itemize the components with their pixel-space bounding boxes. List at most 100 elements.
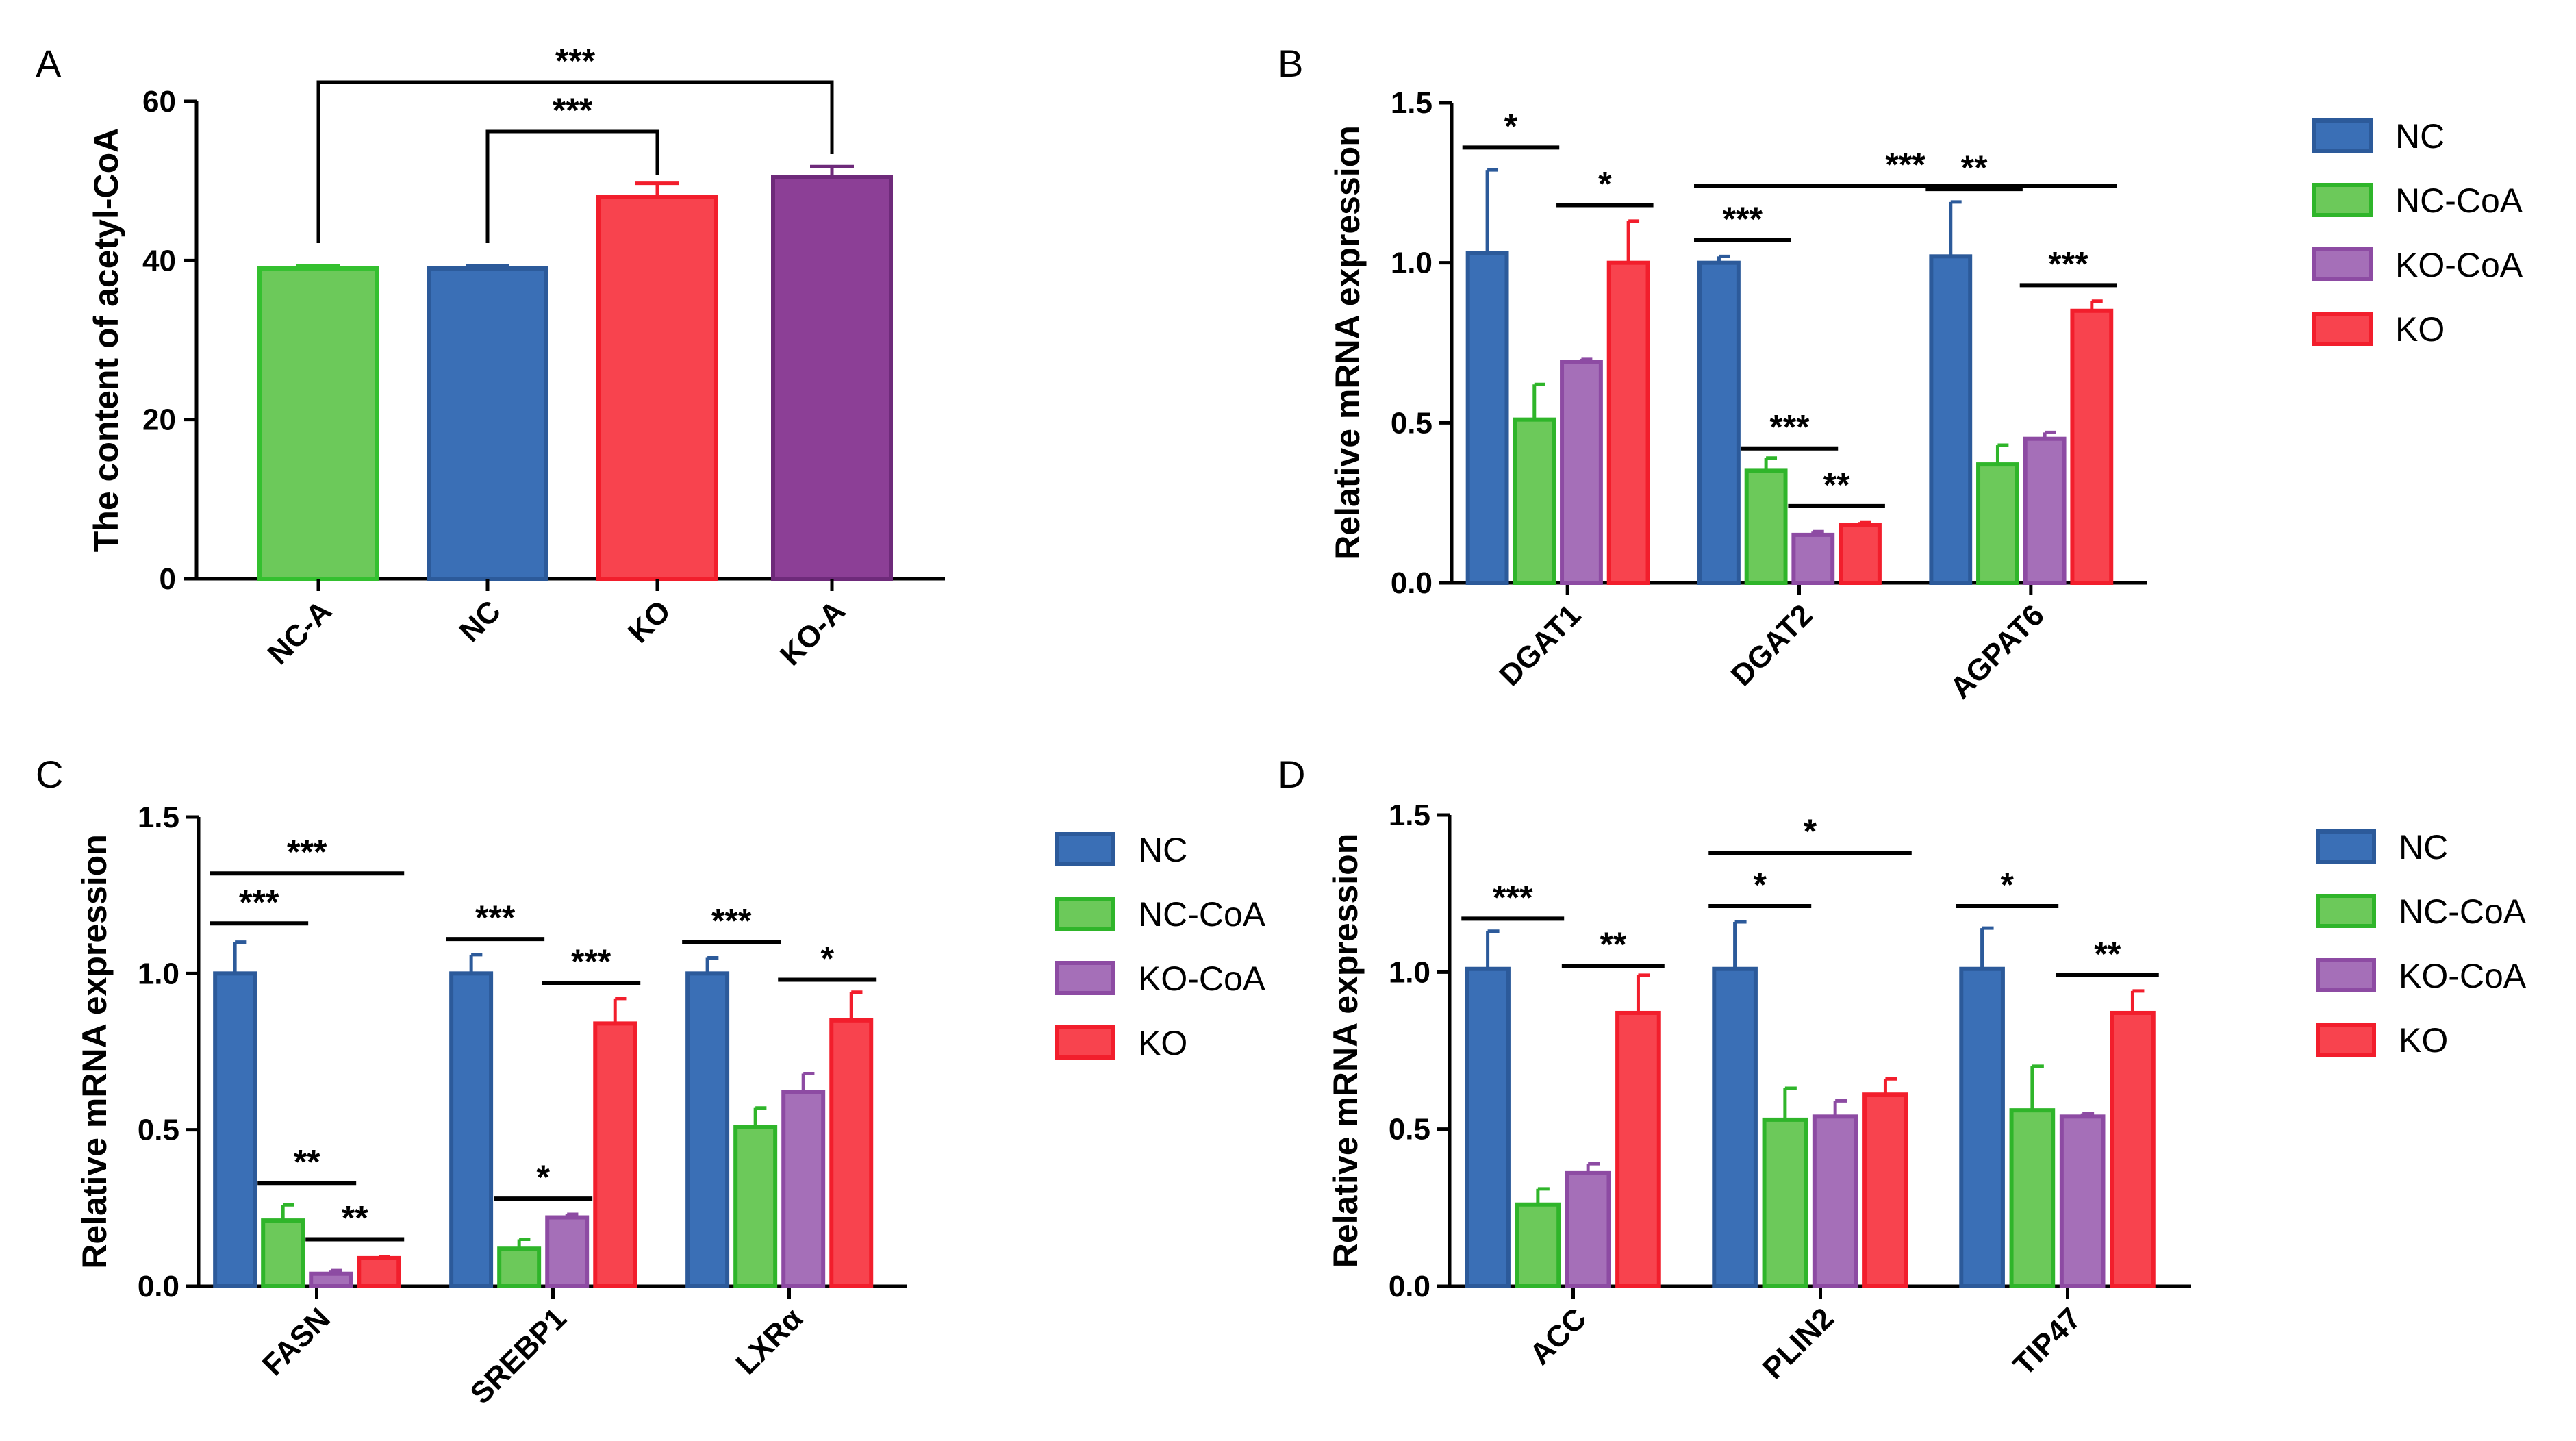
x-tick-label: DGAT1 [1493, 598, 1587, 692]
significance-label: * [1804, 812, 1817, 851]
panel-a-letter: A [36, 42, 62, 85]
y-tick-label: 40 [142, 244, 176, 277]
x-tick-label: ACC [1524, 1301, 1593, 1371]
panel-c: C 0.0 0.5 1.0 1.5 Relative mRNA expression FA… [36, 753, 1266, 1411]
bar-ko-a [771, 175, 893, 581]
bar-nc-coa [1513, 417, 1556, 585]
bar-ko-coa [1812, 1114, 1858, 1288]
x-tick-label: TIP47 [2007, 1301, 2088, 1382]
bar-ko [829, 1018, 874, 1289]
y-tick-label: 0.5 [138, 1114, 179, 1147]
significance-label: *** [555, 42, 596, 80]
bar-nc-coa [1976, 462, 2019, 585]
bar-ko [1606, 260, 1650, 585]
significance-label: *** [1769, 408, 1810, 447]
legend-swatch-nc [2312, 118, 2373, 153]
y-tick-label: 1.0 [1391, 247, 1432, 280]
y-tick-label: 0 [160, 562, 176, 596]
significance-label: *** [287, 833, 327, 871]
bar-nc-a [257, 266, 379, 581]
significance-label: *** [571, 942, 611, 981]
bar-nc-coa [1762, 1117, 1808, 1288]
y-axis-title: The content of acetyl-CoA [87, 128, 125, 552]
x-tick-label: AGPAT6 [1944, 598, 2051, 705]
y-tick-label: 1.0 [1389, 955, 1430, 989]
panel-b-letter: B [1278, 42, 1303, 85]
legend-swatch-ko [2316, 1023, 2376, 1057]
legend-swatch-ko [1055, 1025, 1115, 1060]
y-tick-label: 0.0 [138, 1270, 179, 1303]
legend-swatch-nc [2316, 829, 2376, 864]
significance-label: * [1598, 165, 1612, 203]
bar-nc [1712, 966, 1758, 1289]
bar-ko-coa [309, 1271, 353, 1288]
y-tick-label: 1.5 [1389, 799, 1430, 832]
bar-ko-coa [545, 1215, 590, 1288]
y-tick-label: 20 [142, 403, 176, 437]
legend-label: NC [2399, 828, 2448, 866]
legend-label: NC [2395, 117, 2445, 155]
panel-d-letter: D [1278, 753, 1305, 796]
x-tick-label: SREBP1 [464, 1301, 572, 1410]
legend-label: NC-CoA [1138, 895, 1266, 933]
bar-nc-coa [261, 1218, 305, 1288]
bar-ko [593, 1021, 637, 1289]
bar-nc-coa [2009, 1108, 2056, 1288]
bar-nc [427, 266, 548, 581]
bar-nc [685, 971, 730, 1289]
bar-nc-coa [497, 1246, 542, 1288]
bar-ko-coa [2059, 1114, 2106, 1288]
y-tick-label: 0.5 [1391, 406, 1432, 440]
bar-nc [449, 971, 494, 1289]
bar-ko-coa [1791, 532, 1835, 586]
y-axis-title: Relative mRNA expression [75, 834, 114, 1269]
x-tick-label: PLIN2 [1756, 1301, 1841, 1386]
significance-label: *** [239, 883, 279, 921]
y-axis-title: Relative mRNA expression [1326, 834, 1365, 1268]
bar-nc [1697, 260, 1741, 585]
bar-nc [1929, 254, 1973, 585]
x-tick-label: KO-A [774, 594, 852, 672]
significance-label: * [820, 939, 834, 977]
bar-nc [213, 971, 257, 1289]
legend-swatch-nc-coa [2312, 183, 2373, 217]
x-tick-label: LXRα [730, 1301, 809, 1381]
panel-d: D 0.0 0.5 1.0 1.5 Relative mRNA expression AC… [1278, 753, 2527, 1386]
significance-label: * [1504, 107, 1518, 145]
y-tick-label: 0.0 [1389, 1270, 1430, 1303]
bar-ko-coa [2023, 436, 2067, 586]
bar-nc [1465, 966, 1511, 1289]
legend-label: KO [2399, 1021, 2448, 1060]
y-axis-title: Relative mRNA expression [1328, 125, 1367, 560]
legend-label: KO [2395, 310, 2445, 349]
bar-ko [596, 195, 718, 581]
y-tick-label: 1.5 [138, 801, 179, 834]
significance-label: *** [2048, 245, 2088, 283]
significance-label: *** [1493, 878, 1533, 916]
bar-ko [2110, 1010, 2156, 1288]
significance-label: ** [2094, 935, 2121, 973]
significance-label: *** [553, 91, 593, 129]
significance-label: ** [1823, 466, 1850, 504]
significance-bracket [316, 80, 834, 243]
legend-swatch-ko [2312, 312, 2373, 346]
x-tick-label: DGAT2 [1725, 598, 1819, 692]
legend-label: NC-CoA [2395, 181, 2523, 220]
panel-a: A 0 20 40 60 The content of acetyl-CoA NC-A NC… [36, 42, 945, 673]
panel-c-letter: C [36, 753, 63, 796]
significance-label: ** [1961, 149, 1988, 187]
bar-ko-coa [1560, 360, 1603, 585]
bar-ko-coa [1565, 1170, 1611, 1288]
y-tick-label: 60 [142, 85, 176, 118]
x-tick-label: FASN [256, 1301, 337, 1382]
bar-ko [1862, 1092, 1908, 1289]
legend-label: NC [1138, 831, 1187, 869]
legend-label: KO-CoA [2399, 957, 2527, 995]
y-tick-label: 0.5 [1389, 1113, 1430, 1146]
legend-swatch-ko-coa [2316, 958, 2376, 992]
significance-label: *** [1885, 146, 1925, 184]
legend-swatch-nc [1055, 832, 1115, 866]
legend-swatch-nc-coa [2316, 894, 2376, 928]
bar-nc-coa [733, 1125, 778, 1288]
